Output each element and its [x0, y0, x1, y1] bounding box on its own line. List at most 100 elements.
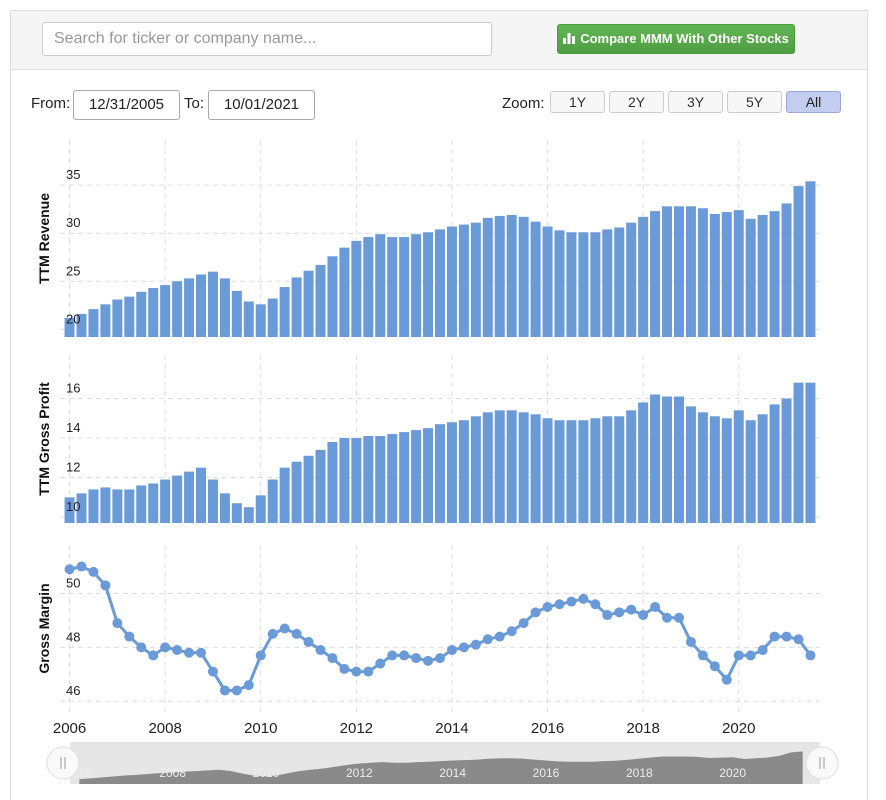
bar: [423, 232, 434, 337]
zoom-button[interactable]: 1Y: [550, 91, 605, 113]
marker: [315, 645, 326, 656]
marker: [363, 666, 374, 677]
marker: [375, 658, 386, 669]
to-date[interactable]: 10/01/2021: [208, 90, 315, 120]
bar: [64, 317, 75, 337]
bar: [626, 222, 637, 337]
bar: [602, 229, 613, 337]
bar: [339, 247, 350, 337]
bar: [100, 304, 111, 337]
bar: [172, 475, 183, 523]
marker: [267, 628, 278, 639]
marker: [769, 631, 780, 642]
marker: [148, 650, 159, 661]
bar: [530, 221, 541, 337]
navigator-handle: [46, 746, 80, 780]
bar: [124, 489, 135, 523]
zoom-group: 1Y 2Y 3Y 5Y All: [550, 91, 841, 113]
zoom-button[interactable]: 5Y: [727, 91, 782, 113]
marker: [124, 631, 135, 642]
bar: [482, 412, 493, 523]
navigator-label: 2018: [626, 766, 653, 780]
marker: [435, 653, 445, 664]
marker: [566, 596, 577, 607]
y-tick-label: 50: [66, 575, 80, 590]
bar: [685, 206, 696, 337]
bar: [327, 256, 338, 337]
bar: [518, 412, 529, 523]
bar: [231, 290, 242, 337]
bar: [614, 227, 625, 337]
bar: [315, 449, 326, 523]
bar: [243, 507, 254, 523]
marker: [279, 623, 290, 634]
marker: [351, 666, 362, 677]
bar: [805, 181, 816, 337]
bar: [697, 412, 708, 523]
bar: [733, 410, 744, 523]
bar: [76, 493, 87, 523]
navigator-label: 2020: [719, 766, 746, 780]
from-date[interactable]: 12/31/2005: [73, 90, 180, 120]
bar: [136, 291, 147, 337]
bar: [124, 296, 135, 337]
zoom-button[interactable]: 3Y: [668, 91, 723, 113]
marker: [542, 601, 553, 612]
bar: [184, 471, 195, 523]
zoom-button[interactable]: All: [786, 91, 841, 113]
bar: [267, 298, 278, 337]
bar: [781, 398, 792, 523]
search-box[interactable]: Search for ticker or company name...: [42, 22, 492, 56]
marker: [494, 631, 505, 642]
bar: [769, 211, 780, 337]
bar: [745, 420, 756, 523]
marker: [423, 655, 434, 666]
compare-button[interactable]: Compare MMM With Other Stocks: [557, 24, 795, 54]
bar: [458, 224, 469, 337]
bar: [769, 404, 780, 523]
bar: [446, 422, 457, 523]
bar: [554, 230, 565, 337]
bar: [196, 467, 207, 523]
marker: [231, 685, 242, 696]
bar: [207, 271, 218, 337]
marker: [626, 604, 637, 615]
navigator-label: 2014: [439, 766, 466, 780]
frame: [10, 10, 868, 800]
y-tick-label: 16: [66, 380, 80, 395]
bar: [685, 406, 696, 523]
bar: [566, 232, 577, 337]
marker: [733, 650, 744, 661]
y-tick-label: 10: [66, 499, 80, 514]
bar: [614, 416, 625, 523]
bar: [506, 214, 517, 337]
y-tick-label: 25: [66, 263, 80, 278]
bar: [793, 186, 804, 337]
bar: [638, 216, 649, 337]
bar: [184, 278, 195, 337]
marker: [399, 650, 410, 661]
bar: [578, 232, 589, 337]
bar: [458, 420, 469, 523]
y-tick-label: 20: [66, 311, 80, 326]
bar: [160, 479, 171, 523]
marker: [554, 599, 565, 610]
bar: [423, 428, 434, 523]
bar: [88, 489, 99, 523]
bar: [411, 234, 422, 337]
bar: [697, 208, 708, 337]
y-tick-label: 14: [66, 420, 80, 435]
bar: [148, 483, 159, 523]
bar: [255, 495, 266, 523]
zoom-button[interactable]: 2Y: [609, 91, 664, 113]
bar: [375, 436, 386, 523]
marker: [291, 628, 302, 639]
bar: [136, 485, 147, 523]
x-tick-label: 2008: [148, 720, 181, 737]
x-tick-label: 2016: [531, 720, 564, 737]
marker: [411, 653, 422, 664]
bar: [721, 212, 732, 337]
bar: [733, 210, 744, 337]
bar: [279, 467, 290, 523]
marker: [590, 599, 601, 610]
